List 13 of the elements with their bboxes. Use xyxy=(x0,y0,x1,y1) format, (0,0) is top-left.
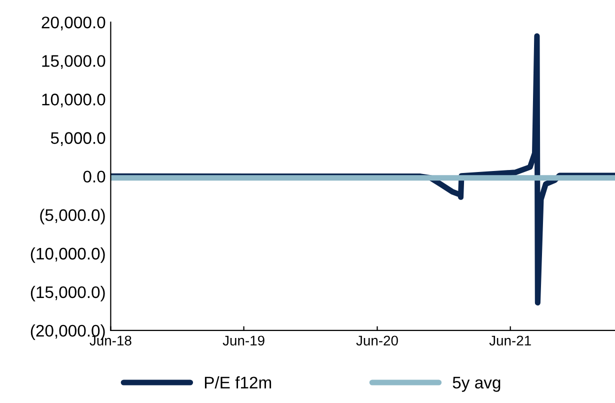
legend-label: P/E f12m xyxy=(204,376,272,389)
y-tick-label: 20,000.0 xyxy=(42,16,106,30)
y-tick-label: (10,000.0) xyxy=(30,247,105,263)
legend-label: 5y avg xyxy=(452,376,500,392)
y-tick-label: (15,000.0) xyxy=(30,286,105,302)
x-tick-label: Jun-21 xyxy=(489,336,531,346)
y-tick-label: 15,000.0 xyxy=(42,55,106,69)
y-tick-label: (5,000.0) xyxy=(40,208,105,224)
y-tick-label: 10,000.0 xyxy=(42,94,106,108)
y-tick-label: 0.0 xyxy=(83,170,106,183)
x-tick-label: Jun-20 xyxy=(356,336,398,346)
x-tick-label: Jun-19 xyxy=(222,336,264,346)
y-tick-label: 5,000.0 xyxy=(50,132,106,146)
